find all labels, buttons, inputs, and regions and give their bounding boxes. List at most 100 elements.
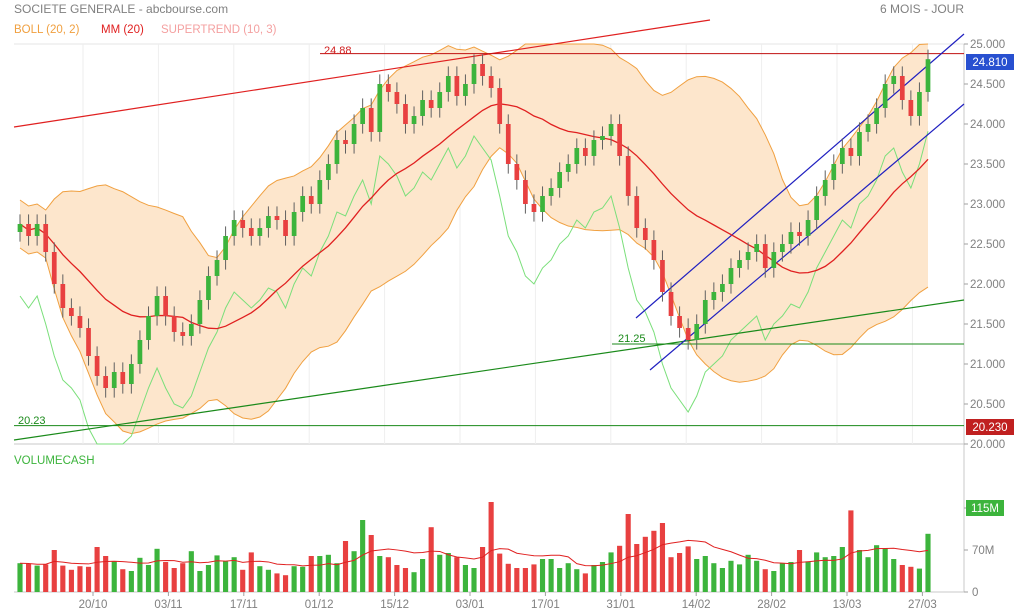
candle-body xyxy=(120,372,126,384)
volume-bar xyxy=(685,546,691,592)
candle xyxy=(891,66,897,94)
candle xyxy=(471,54,477,94)
candle-body xyxy=(129,364,134,384)
candle xyxy=(642,218,648,250)
candle-body xyxy=(677,316,682,328)
candle-body xyxy=(26,224,31,236)
candle-body xyxy=(17,224,23,232)
volume-bar xyxy=(120,569,126,592)
volume-bar xyxy=(154,548,160,592)
supertrend-line xyxy=(19,131,929,445)
resistance-label: 24.88 xyxy=(324,45,352,57)
candle-body xyxy=(257,228,263,236)
candle xyxy=(463,74,468,106)
volume-bar xyxy=(916,568,923,592)
candle-body xyxy=(788,232,794,244)
volume-tick-label: 0 xyxy=(972,587,978,599)
candle xyxy=(377,74,383,142)
candle-body xyxy=(780,244,785,252)
candle xyxy=(445,66,451,102)
volume-bar xyxy=(300,566,306,592)
candle-body xyxy=(454,76,460,96)
volume-bar xyxy=(891,559,897,592)
candle-body xyxy=(394,92,400,104)
date-tick-label: 03/11 xyxy=(154,599,182,611)
candle-body xyxy=(351,124,357,144)
candle-body xyxy=(86,328,91,356)
volume-bar xyxy=(677,553,683,592)
price-tick-label: 23.500 xyxy=(970,159,1005,171)
candle-body xyxy=(557,172,563,188)
candle xyxy=(899,66,905,110)
candle-body xyxy=(377,84,383,132)
candle xyxy=(171,306,177,342)
volume-bar xyxy=(34,565,40,592)
volume-bar xyxy=(634,544,640,592)
price-tick-label: 25.000 xyxy=(970,39,1005,51)
candle-body xyxy=(891,76,897,84)
candle xyxy=(248,218,254,246)
candle xyxy=(51,242,57,294)
candle-body xyxy=(94,356,100,376)
volume-bar xyxy=(85,566,92,592)
date-tick-label: 14/02 xyxy=(682,599,711,611)
volume-bar xyxy=(428,527,434,592)
volume-bar xyxy=(240,569,246,592)
volume-bar xyxy=(617,545,623,592)
date-tick-label: 17/01 xyxy=(531,599,560,611)
candle xyxy=(17,214,23,242)
date-tick-label: 27/03 xyxy=(908,599,937,611)
volume-ma-path xyxy=(19,539,929,567)
candle xyxy=(26,214,31,246)
candle xyxy=(651,230,657,270)
support-price-badge xyxy=(966,419,1014,435)
price-tick-label: 20.000 xyxy=(970,439,1005,451)
candle-body xyxy=(77,316,83,328)
candle xyxy=(660,250,665,302)
candle xyxy=(711,282,717,310)
candle-body xyxy=(43,224,49,252)
candle-body xyxy=(334,140,340,164)
candle-body xyxy=(848,148,854,156)
candle xyxy=(514,154,520,190)
volume-bar xyxy=(454,557,460,592)
candle xyxy=(788,222,794,254)
volume-bar xyxy=(539,559,546,592)
volume-bar xyxy=(317,556,323,592)
candle-body xyxy=(326,164,331,180)
candle xyxy=(43,214,49,262)
volume-axis: 140M70M0 xyxy=(964,503,1001,599)
candle-body xyxy=(771,252,777,268)
volume-bar xyxy=(702,556,708,592)
price-tick-label: 22.000 xyxy=(970,279,1005,291)
volume-bar xyxy=(17,563,23,592)
volume-bar xyxy=(94,547,100,592)
volume-bar xyxy=(163,562,169,592)
candle-body xyxy=(805,220,811,236)
last-price-badge xyxy=(966,54,1014,70)
volume-bar xyxy=(402,568,409,592)
candle xyxy=(771,242,777,278)
volume-bar xyxy=(197,571,203,592)
volume-bar xyxy=(565,563,571,592)
candle xyxy=(797,222,802,246)
candle xyxy=(848,138,854,166)
candle xyxy=(677,306,682,338)
volume-bar xyxy=(171,568,177,592)
candle-body xyxy=(882,84,888,108)
volume-bar xyxy=(608,552,614,592)
volume-bar xyxy=(925,533,931,592)
volume-bar xyxy=(574,569,580,592)
candle xyxy=(780,234,785,262)
volume-bar xyxy=(274,573,280,592)
candle-body xyxy=(103,376,109,388)
volume-bar xyxy=(223,561,229,592)
candle-body xyxy=(411,116,417,124)
volume-bar xyxy=(137,557,143,592)
volume-bar xyxy=(214,555,220,592)
volume-bar xyxy=(754,560,760,592)
candle xyxy=(343,130,348,154)
volume-bar xyxy=(694,559,700,592)
volume-bar xyxy=(325,554,331,592)
volume-average xyxy=(19,539,929,567)
